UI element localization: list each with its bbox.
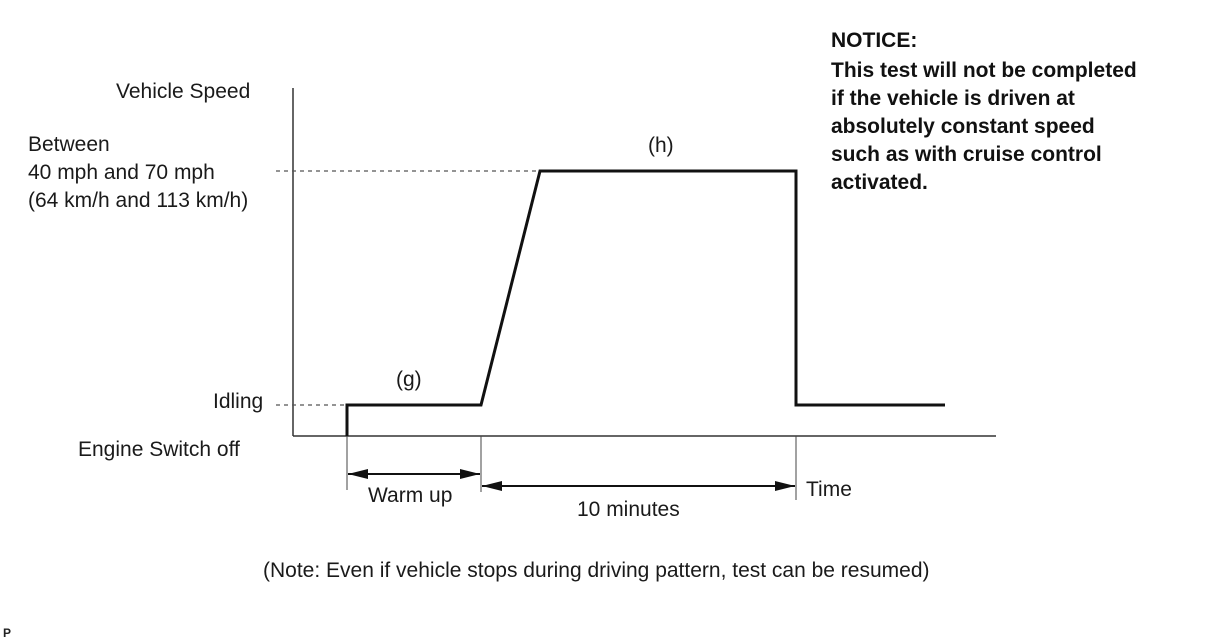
speed-band-label-line2: 40 mph and 70 mph <box>28 161 215 184</box>
corner-mark: P <box>3 626 11 640</box>
warm-up-label: Warm up <box>368 484 452 507</box>
ten-minutes-label: 10 minutes <box>577 498 680 521</box>
speed-profile-line <box>345 169 945 436</box>
notice-line-1: This test will not be completed <box>831 59 1137 82</box>
idling-label: Idling <box>213 390 263 413</box>
notice-line-2: if the vehicle is driven at <box>831 87 1075 110</box>
y-axis-title: Vehicle Speed <box>116 80 250 103</box>
footnote: (Note: Even if vehicle stops during driv… <box>263 559 930 582</box>
segment-label-h: (h) <box>648 134 674 157</box>
notice-heading: NOTICE: <box>831 29 917 52</box>
notice-line-4: such as with cruise control <box>831 143 1102 166</box>
segment-label-g: (g) <box>396 368 422 391</box>
speed-band-label-line3: (64 km/h and 113 km/h) <box>28 189 248 212</box>
time-axis-label: Time <box>806 478 852 501</box>
notice-line-3: absolutely constant speed <box>831 115 1095 138</box>
notice-line-5: activated. <box>831 171 928 194</box>
speed-band-label-line1: Between <box>28 133 110 156</box>
engine-switch-off-label: Engine Switch off <box>78 438 240 461</box>
